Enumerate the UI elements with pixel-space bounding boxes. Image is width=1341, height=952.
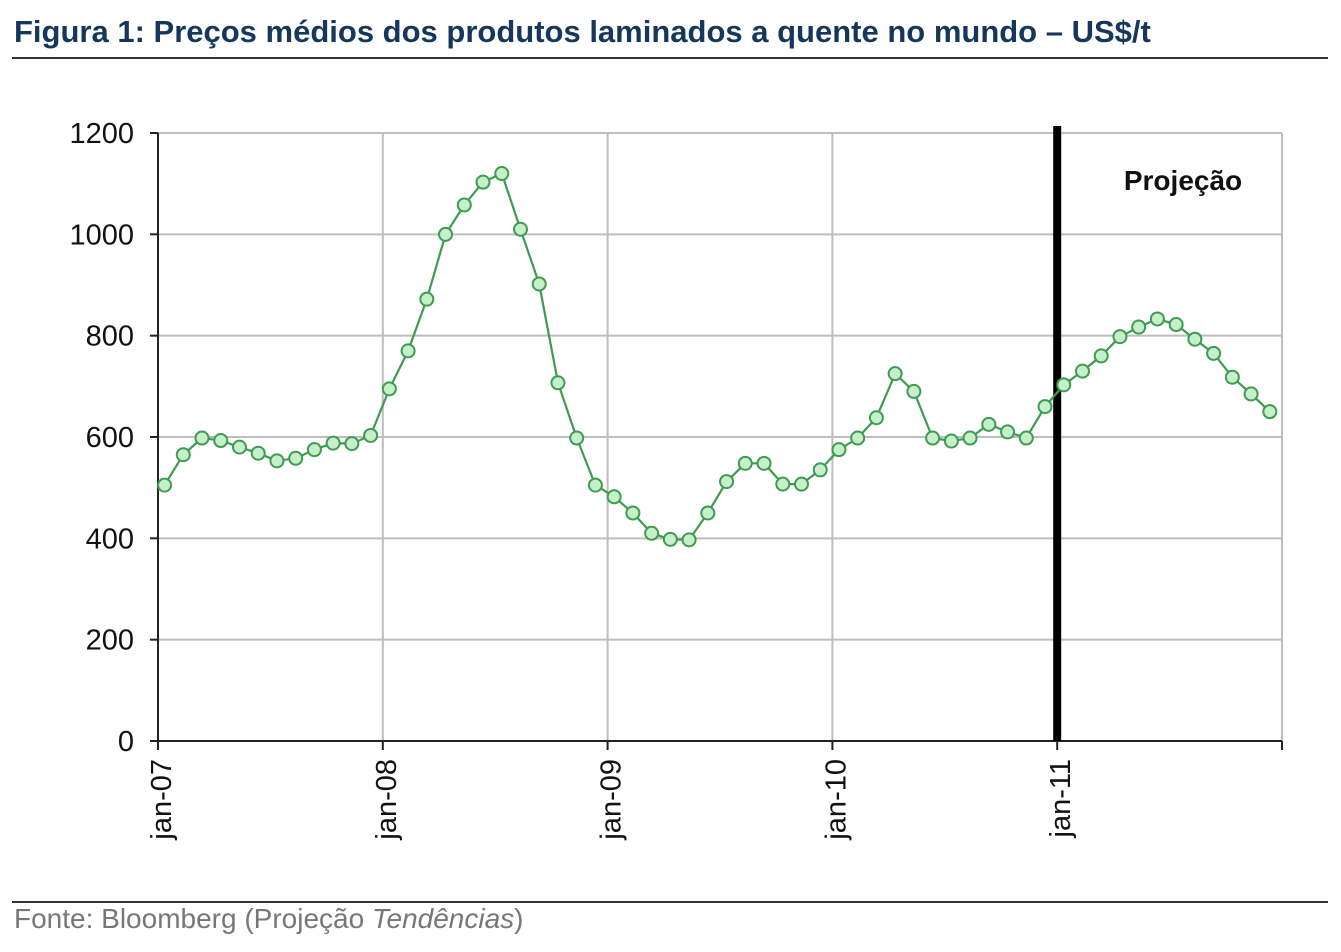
data-point: [775, 476, 791, 492]
data-point: [419, 291, 435, 307]
data-point: [644, 525, 660, 541]
data-point: [981, 416, 997, 432]
data-point: [737, 455, 753, 471]
source-suffix: ): [514, 903, 524, 934]
source-rule: [12, 901, 1328, 903]
data-point: [363, 427, 379, 443]
data-point: [269, 453, 285, 469]
data-point: [1112, 329, 1128, 345]
data-point: [306, 442, 322, 458]
data-point: [1056, 377, 1072, 393]
data-point: [512, 221, 528, 237]
data-point: [157, 477, 173, 493]
y-tick-label: 600: [86, 422, 134, 454]
data-point: [494, 166, 510, 182]
data-point: [344, 436, 360, 452]
source-note: Fonte: Bloomberg (Projeção Tendências): [14, 903, 523, 935]
data-point: [250, 445, 266, 461]
data-point: [194, 430, 210, 446]
data-point: [550, 375, 566, 391]
title-rule: [12, 57, 1328, 59]
data-point: [475, 174, 491, 190]
data-point: [1037, 399, 1053, 415]
data-point: [456, 197, 472, 213]
x-tick-label: jan-09: [596, 759, 628, 841]
data-point: [756, 455, 772, 471]
data-point: [587, 477, 603, 493]
data-point: [868, 410, 884, 426]
data-point: [1018, 430, 1034, 446]
y-axis-ticks: 0 200 400 600 800 1000 1200: [69, 118, 158, 758]
data-point: [662, 531, 678, 547]
data-point: [906, 383, 922, 399]
data-point: [175, 447, 191, 463]
data-point: [288, 450, 304, 466]
x-tick-label: jan-08: [371, 759, 403, 841]
data-point: [1262, 404, 1278, 420]
data-point: [681, 532, 697, 548]
data-point: [943, 433, 959, 449]
data-point: [531, 276, 547, 292]
data-point: [231, 439, 247, 455]
y-tick-label: 1000: [69, 219, 134, 251]
y-tick-label: 800: [86, 321, 134, 353]
x-tick-label: jan-11: [1045, 759, 1077, 838]
data-point: [569, 430, 585, 446]
data-point: [793, 476, 809, 492]
line-chart: 0 200 400 600 800 1000 1200 jan-07 jan-08 jan-09…: [69, 118, 1283, 841]
data-point: [381, 381, 397, 397]
data-point: [1093, 348, 1109, 364]
data-point: [1224, 369, 1240, 385]
projection-label: Projeção: [1124, 165, 1242, 196]
data-point: [850, 430, 866, 446]
data-point: [1187, 331, 1203, 347]
x-axis-ticks: jan-07 jan-08 jan-09 jan-10 jan-11: [146, 741, 1283, 841]
data-point: [1149, 311, 1165, 327]
data-point: [625, 505, 641, 521]
data-point: [1243, 386, 1259, 402]
y-tick-label: 400: [86, 523, 134, 555]
data-point: [1168, 317, 1184, 333]
data-point: [962, 430, 978, 446]
x-tick-label: jan-10: [820, 759, 852, 841]
data-point: [719, 474, 735, 490]
data-point: [1131, 319, 1147, 335]
figure-title: Figura 1: Preços médios dos produtos lam…: [14, 14, 1151, 49]
data-point: [831, 442, 847, 458]
grid-lines: [158, 132, 1283, 741]
data-point: [887, 366, 903, 382]
series-points: [157, 166, 1278, 548]
data-point: [1074, 363, 1090, 379]
data-point: [400, 343, 416, 359]
data-point: [700, 505, 716, 521]
y-tick-label: 0: [118, 726, 134, 758]
data-point: [1206, 345, 1222, 361]
x-tick-label: jan-07: [146, 759, 178, 841]
y-tick-label: 200: [86, 625, 134, 657]
source-prefix: Fonte: Bloomberg (Projeção: [14, 903, 372, 934]
data-point: [606, 489, 622, 505]
y-tick-label: 1200: [69, 118, 134, 150]
source-italic: Tendências: [371, 903, 515, 934]
data-point: [1000, 424, 1016, 440]
data-point: [812, 462, 828, 478]
data-point: [325, 435, 341, 451]
data-point: [213, 433, 229, 449]
data-point: [438, 226, 454, 242]
data-point: [925, 430, 941, 446]
